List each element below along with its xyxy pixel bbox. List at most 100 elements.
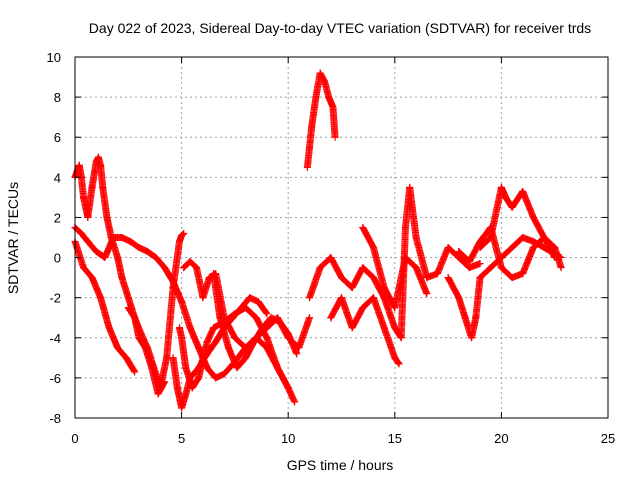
series-sat-d [124,229,188,392]
data-point [306,314,314,322]
data-point [380,294,388,302]
data-point [291,398,299,406]
series-sat-k [327,294,403,368]
data-point [406,183,414,191]
y-tick-label: 2 [54,210,61,225]
data-point [109,234,117,241]
data-point [274,364,282,372]
data-point [551,244,559,252]
data-point [193,264,201,272]
data-point [327,254,335,262]
data-point [220,370,228,378]
data-point [77,229,85,237]
data-point [401,223,409,231]
data-point [182,390,190,398]
data-point [529,244,537,252]
data-point [391,304,399,312]
y-tick-label: -2 [49,291,61,306]
data-point [150,364,158,372]
data-point [329,103,337,111]
data-point [242,304,250,312]
data-point [551,254,559,262]
plot-frame [74,56,609,419]
series-sat-m [444,234,565,342]
data-trace [303,69,339,171]
y-tick-labels: -8 -6 -4 -2 0 2 4 6 8 10 [47,50,61,426]
series-sat-i [303,69,339,171]
data-point [263,310,271,318]
data-point [359,304,367,312]
data-point [182,364,190,372]
data-point [154,390,162,398]
data-point [369,274,377,282]
y-tick-label: 0 [54,251,61,266]
data-point [199,294,207,302]
data-point [284,384,292,392]
y-tick-label: 10 [47,50,61,65]
data-point [143,248,151,256]
data-point [124,304,132,312]
data-point [99,183,107,191]
data-point [267,314,275,322]
data-point [316,264,324,272]
y-tick-label: 6 [54,130,61,145]
data-point [359,264,367,272]
data-point [178,404,186,412]
x-tick-label: 25 [601,431,615,446]
data-point [225,344,233,352]
data-point [118,234,126,241]
data-point [124,294,132,302]
x-axis-label: GPS time / hours [287,457,394,473]
data-point [131,314,139,322]
data-point [152,254,160,262]
data-point [380,324,388,332]
data-point [502,193,510,201]
data-point [210,270,218,278]
data-point [84,213,92,221]
data-point [519,270,527,278]
data-trace [327,294,402,367]
data-point [101,254,109,262]
data-point [188,384,196,392]
data-point [540,244,548,252]
data-point [92,157,100,165]
series-sat-c [71,238,139,376]
data-point [250,338,258,346]
data-point [391,324,399,332]
data-point [455,294,463,302]
data-point [455,248,463,256]
data-point [203,338,211,346]
data-point [316,69,324,77]
x-tick-label: 15 [388,431,402,446]
data-point [327,314,335,322]
data-point [331,133,339,141]
data-point [369,294,377,302]
data-point [397,334,405,342]
data-point [163,354,171,362]
x-tick-label: 5 [178,431,185,446]
x-tick-label: 10 [281,431,295,446]
data-point [178,298,186,306]
data-point [472,314,480,322]
y-tick-label: 4 [54,170,61,185]
data-point [487,223,495,231]
data-point [231,334,239,342]
data-point [80,193,88,201]
chart-title: Day 022 of 2023, Sidereal Day-to-day VTE… [89,20,591,36]
data-point [444,274,452,282]
data-point [306,294,314,302]
data-point [114,344,122,352]
series-sat-h [210,270,301,372]
data-point [175,238,183,246]
data-point [212,374,220,382]
series-sat-n [476,183,565,272]
data-point [88,274,96,282]
data-point [508,244,516,252]
data-point [92,248,100,256]
x-tick-label: 0 [71,431,78,446]
data-point [412,264,420,272]
data-point [210,324,218,332]
data-point [212,338,220,346]
data-point [412,234,420,241]
